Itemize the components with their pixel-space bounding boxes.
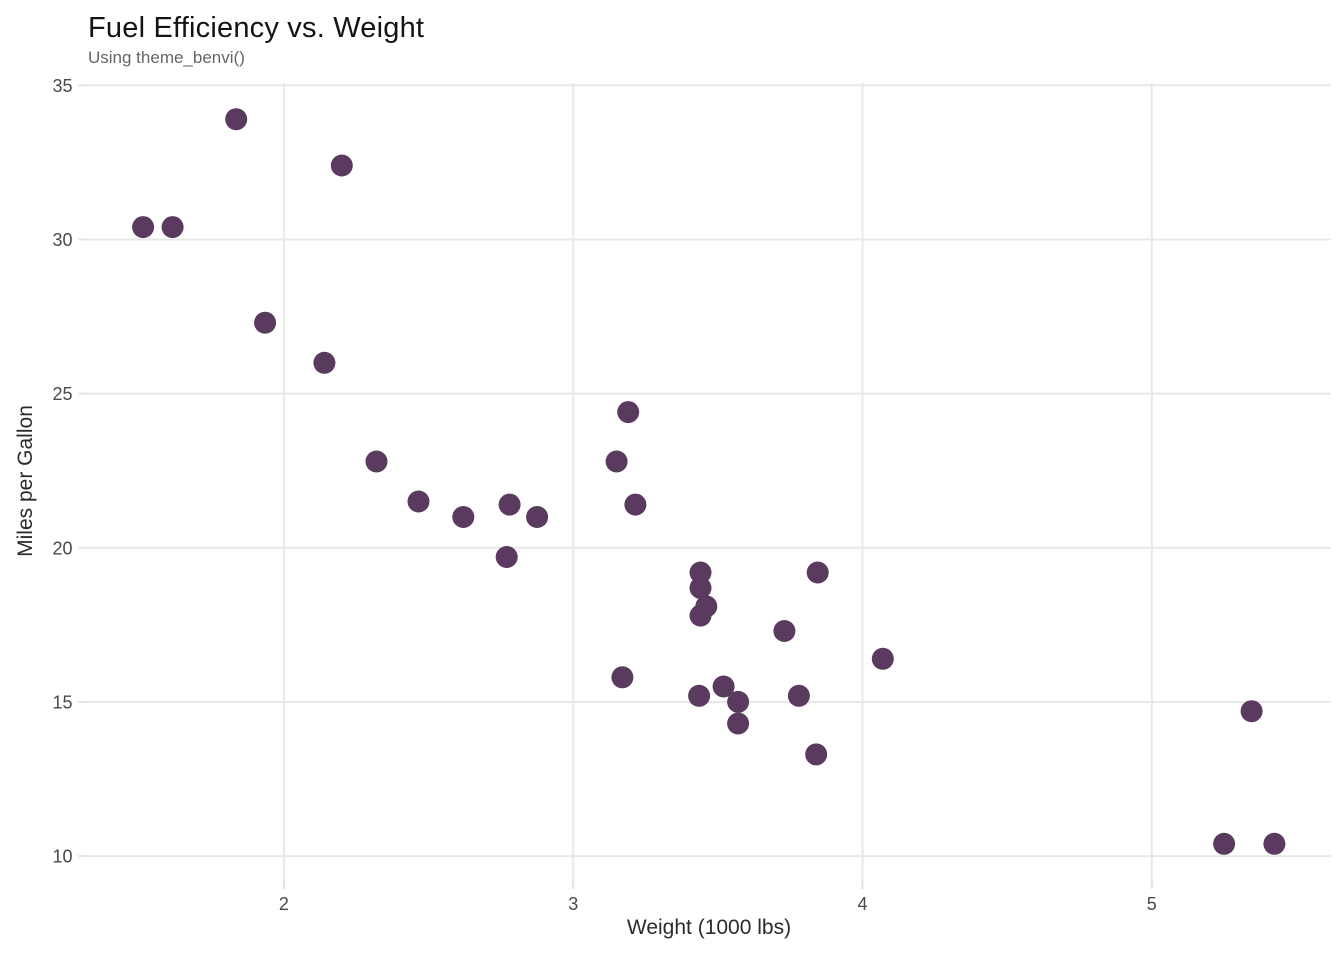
y-axis-tick-labels: 10 15 20 25 30 35 — [52, 76, 72, 867]
data-point — [611, 666, 634, 689]
data-point — [806, 561, 829, 584]
data-point — [617, 401, 640, 424]
data-point — [132, 216, 155, 239]
y-axis-title: Miles per Gallon — [14, 405, 37, 557]
data-points — [132, 108, 1286, 855]
data-point — [161, 216, 184, 239]
data-point — [688, 684, 711, 707]
data-point — [712, 675, 735, 698]
data-point — [805, 743, 828, 766]
data-point — [871, 647, 894, 670]
data-point — [495, 546, 518, 568]
x-tick-label: 2 — [279, 894, 289, 914]
data-point — [1213, 832, 1236, 855]
y-tick-label: 35 — [52, 76, 72, 96]
chart-subtitle: Using theme_benvi() — [88, 48, 245, 67]
data-point — [787, 684, 810, 707]
data-point — [330, 154, 353, 177]
data-point — [313, 351, 336, 374]
data-point — [452, 506, 475, 528]
data-point — [689, 561, 712, 584]
data-point — [407, 490, 430, 513]
y-tick-label: 30 — [52, 230, 72, 250]
data-point — [605, 450, 628, 473]
x-axis-title: Weight (1000 lbs) — [627, 916, 791, 939]
data-point — [624, 493, 647, 516]
axis-ticks — [78, 84, 1153, 889]
data-point — [365, 450, 388, 473]
y-tick-label: 10 — [52, 847, 72, 867]
data-point — [1240, 700, 1263, 723]
y-tick-label: 15 — [52, 692, 72, 712]
data-point — [689, 604, 712, 627]
x-tick-label: 3 — [568, 894, 578, 914]
data-point — [225, 108, 248, 131]
data-point — [689, 576, 712, 599]
data-point — [526, 506, 549, 528]
data-point — [254, 311, 277, 334]
x-tick-label: 4 — [857, 894, 867, 914]
data-point — [727, 712, 750, 735]
data-point — [498, 493, 521, 516]
y-tick-label: 25 — [52, 384, 72, 404]
x-axis-tick-labels: 2 3 4 5 — [279, 894, 1157, 914]
x-tick-label: 5 — [1147, 894, 1157, 914]
gridlines — [86, 83, 1331, 880]
data-point — [773, 620, 796, 642]
chart-title: Fuel Efficiency vs. Weight — [88, 12, 425, 44]
data-point — [1263, 832, 1286, 855]
y-tick-label: 20 — [52, 538, 72, 558]
data-point — [727, 690, 750, 713]
